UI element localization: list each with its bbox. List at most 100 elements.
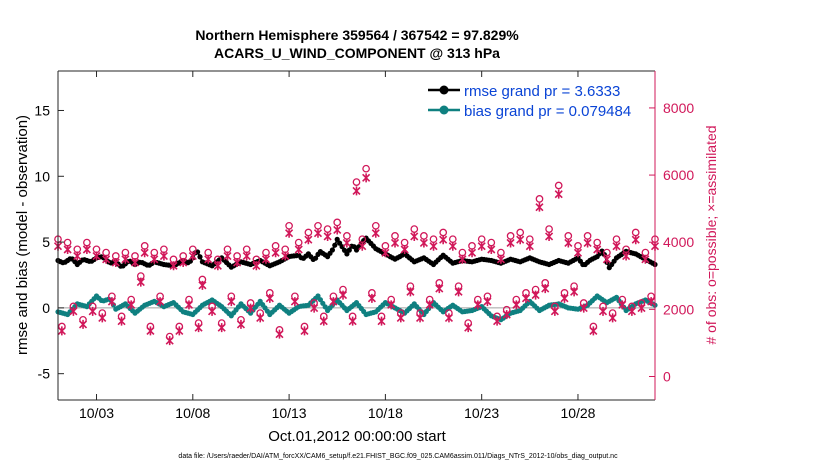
- obs-possible-marker: [525, 235, 534, 244]
- obs-assimilated-marker: [342, 238, 351, 248]
- obs-assimilated-marker: [593, 244, 602, 254]
- obs-assimilated-marker: [117, 316, 126, 326]
- obs-possible-marker: [612, 235, 621, 244]
- obs-assimilated-marker: [227, 297, 236, 307]
- rmse-point: [329, 247, 335, 253]
- obs-assimilated-marker: [512, 300, 521, 310]
- obs-possible-marker: [554, 181, 563, 190]
- obs-assimilated-marker: [194, 323, 203, 333]
- obs-assimilated-marker: [612, 241, 621, 251]
- obs-assimilated-marker: [550, 306, 559, 316]
- obs-possible-marker: [352, 178, 361, 186]
- y-left-tick-label: 10: [34, 168, 50, 184]
- obs-assimilated-marker: [579, 303, 588, 313]
- obs-assimilated-marker: [92, 251, 101, 261]
- obs-assimilated-marker: [281, 251, 290, 261]
- obs-assimilated-marker: [146, 326, 155, 336]
- obs-assimilated-marker: [622, 251, 631, 261]
- obs-possible-marker: [439, 228, 448, 237]
- obs-possible-marker: [477, 235, 486, 244]
- y-left-tick-label: 0: [42, 300, 50, 316]
- obs-assimilated-marker: [159, 251, 168, 261]
- obs-possible-marker: [333, 218, 342, 227]
- obs-assimilated-marker: [136, 277, 145, 287]
- obs-assimilated-marker: [265, 293, 274, 303]
- obs-assimilated-marker: [69, 306, 78, 316]
- obs-assimilated-marker: [121, 254, 130, 264]
- obs-assimilated-marker: [496, 254, 506, 264]
- obs-assimilated-marker: [290, 297, 299, 307]
- obs-possible-marker: [545, 225, 553, 233]
- y-right-tick-label: 6000: [663, 167, 694, 183]
- obs-possible-marker: [593, 238, 602, 247]
- obs-possible-marker: [487, 238, 496, 247]
- obs-possible-marker: [63, 238, 72, 247]
- obs-assimilated-marker: [313, 228, 323, 238]
- obs-assimilated-marker: [531, 290, 540, 300]
- obs-assimilated-marker: [333, 225, 342, 235]
- obs-assimilated-marker: [608, 313, 617, 323]
- obs-assimilated-marker: [525, 241, 534, 251]
- obs-assimilated-marker: [541, 284, 550, 294]
- obs-assimilated-marker: [275, 329, 284, 339]
- obs-assimilated-marker: [554, 189, 563, 199]
- obs-assimilated-marker: [377, 316, 386, 326]
- chart-title-line2: ACARS_U_WIND_COMPONENT @ 313 hPa: [214, 45, 500, 61]
- x-tick-label: 10/28: [560, 405, 595, 421]
- obs-assimilated-marker: [348, 316, 357, 326]
- obs-possible-marker: [410, 225, 419, 233]
- obs-assimilated-marker: [516, 235, 525, 245]
- rmse-point: [346, 247, 352, 253]
- y-left-tick-label: 5: [42, 234, 50, 250]
- obs-assimilated-marker: [473, 300, 482, 310]
- obs-assimilated-marker: [448, 241, 457, 251]
- y-right-tick-label: 2000: [663, 301, 694, 317]
- obs-assimilated-marker: [487, 244, 496, 254]
- obs-assimilated-marker: [156, 297, 165, 307]
- y-axis-right-label: # of obs: o=possible; ×=assimilated: [703, 125, 719, 344]
- obs-assimilated-marker: [352, 186, 361, 196]
- y-left-tick-label: 15: [34, 102, 50, 118]
- obs-assimilated-marker: [410, 231, 419, 241]
- legend-rmse-marker: [439, 85, 449, 95]
- obs-assimilated-marker: [217, 323, 226, 333]
- obs-assimilated-marker: [242, 251, 251, 261]
- obs-assimilated-marker: [425, 300, 434, 310]
- obs-possible-marker: [420, 232, 428, 240]
- obs-assimilated-marker: [63, 244, 72, 254]
- obs-assimilated-marker: [573, 248, 583, 258]
- obs-assimilated-marker: [169, 261, 178, 271]
- obs-assimilated-marker: [107, 297, 116, 307]
- y-right-tick-label: 0: [663, 369, 671, 385]
- axes-group: 10/03 10/08 10/13 10/18 10/23 10/28 -5 0 5 10 15 0 2…: [34, 70, 694, 421]
- obs-possible-marker: [304, 228, 313, 237]
- obs-assimilated-marker: [73, 251, 82, 261]
- obs-assimilated-marker: [246, 303, 255, 313]
- obs-assimilated-marker: [88, 306, 97, 316]
- rmse-point: [197, 254, 203, 260]
- obs-assimilated-marker: [204, 254, 213, 264]
- obs-assimilated-marker: [323, 231, 332, 241]
- x-axis-label: Oct.01,2012 00:00:00 start: [268, 428, 446, 445]
- obs-assimilated-marker: [329, 297, 338, 307]
- obs-possible-marker: [323, 225, 332, 233]
- obs-assimilated-marker: [271, 248, 280, 258]
- x-tick-label: 10/03: [79, 405, 114, 421]
- obs-assimilated-marker: [641, 254, 650, 264]
- y-left-tick-label: -5: [38, 366, 51, 382]
- obs-assimilated-marker: [535, 202, 544, 212]
- rmse-point: [334, 236, 340, 242]
- rmse-point: [332, 242, 338, 248]
- obs-possible-marker: [271, 242, 280, 250]
- obs-possible-marker: [294, 238, 303, 247]
- obs-assimilated-marker: [647, 297, 656, 307]
- obs-possible-marker: [631, 228, 640, 237]
- obs-assimilated-marker: [631, 235, 640, 245]
- legend-bias-marker: [439, 105, 449, 115]
- obs-assimilated-marker: [390, 238, 400, 248]
- obs-assimilated-marker: [130, 258, 140, 268]
- obs-assimilated-marker: [483, 297, 492, 307]
- obs-assimilated-marker: [598, 306, 608, 316]
- data-file-footer: data file: /Users/raeder/DAI/ATM_forcXX/…: [178, 453, 618, 460]
